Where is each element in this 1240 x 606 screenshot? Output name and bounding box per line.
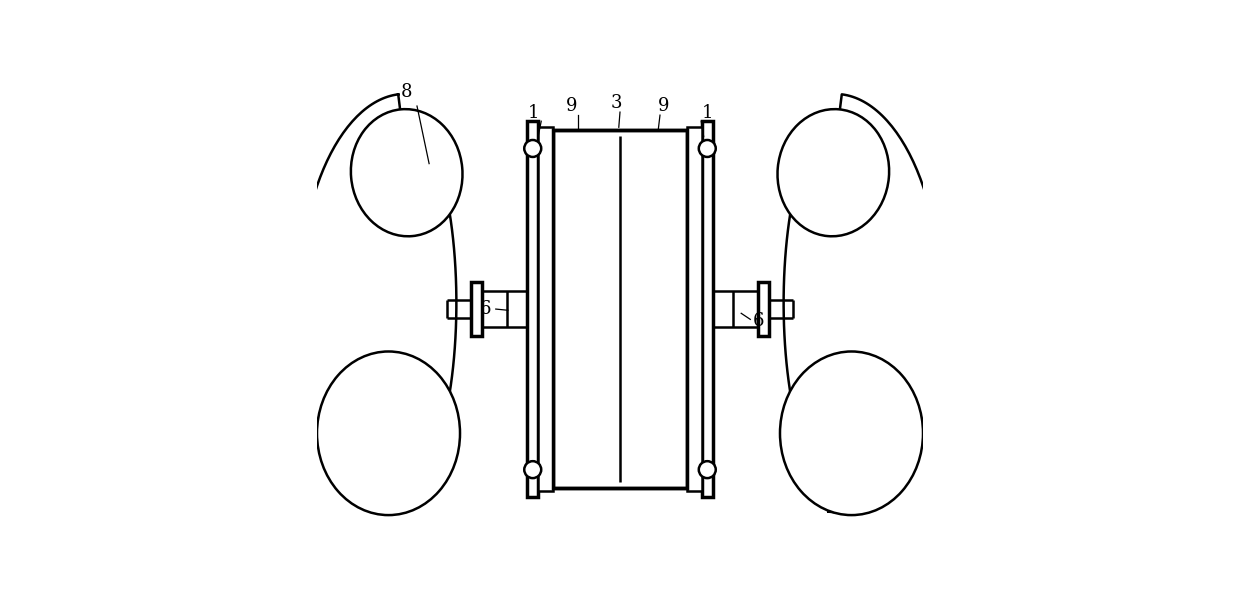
Bar xyxy=(471,282,482,336)
Bar xyxy=(758,282,769,336)
Bar xyxy=(687,127,702,491)
Text: 1: 1 xyxy=(528,104,539,122)
Polygon shape xyxy=(784,95,941,512)
Text: 1: 1 xyxy=(702,104,713,122)
Bar xyxy=(553,130,687,488)
Ellipse shape xyxy=(780,351,923,515)
Circle shape xyxy=(525,461,541,478)
Text: 9: 9 xyxy=(658,97,670,115)
Circle shape xyxy=(699,140,715,157)
Bar xyxy=(538,127,553,491)
Bar xyxy=(527,121,538,497)
Ellipse shape xyxy=(351,109,463,236)
Text: 8: 8 xyxy=(401,83,413,101)
Polygon shape xyxy=(299,95,456,511)
Text: 6: 6 xyxy=(480,300,491,318)
Bar xyxy=(702,121,713,497)
Bar xyxy=(553,130,687,488)
Text: 6: 6 xyxy=(753,312,764,330)
Ellipse shape xyxy=(777,109,889,236)
Text: 3: 3 xyxy=(610,94,622,112)
Ellipse shape xyxy=(317,351,460,515)
Text: 9: 9 xyxy=(565,97,578,115)
Circle shape xyxy=(525,140,541,157)
Circle shape xyxy=(699,461,715,478)
